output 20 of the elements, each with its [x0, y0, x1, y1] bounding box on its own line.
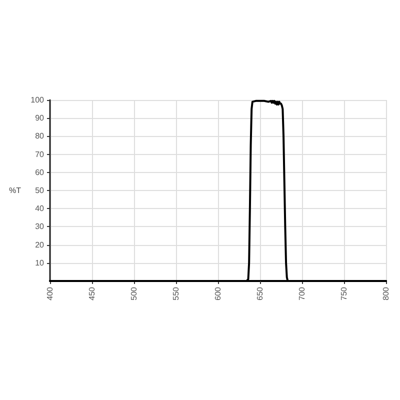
x-tick-label: 500 — [130, 286, 138, 300]
y-tick-label: 80 — [35, 132, 45, 141]
y-tick-label: 60 — [35, 168, 45, 177]
x-tick-label: 400 — [46, 286, 54, 300]
x-tick-label: 450 — [88, 286, 96, 300]
y-tick-label: 50 — [35, 186, 45, 195]
y-tick-label: 10 — [35, 258, 45, 268]
y-tick-label: 70 — [35, 150, 45, 159]
x-tick-label: 700 — [298, 286, 306, 300]
x-tick-label: 750 — [340, 286, 348, 300]
y-tick-label: 30 — [35, 222, 45, 232]
y-tick-label: 90 — [35, 114, 45, 123]
y-tick-label: 20 — [35, 240, 45, 250]
y-axis-title: %T — [9, 186, 22, 195]
x-tick-label: 600 — [214, 286, 222, 300]
x-tick-label: 800 — [382, 286, 390, 300]
y-tick-label: 40 — [35, 204, 45, 214]
y-tick-label: 100 — [30, 96, 45, 104]
x-tick-label: 550 — [172, 286, 180, 300]
x-tick-label: 650 — [256, 286, 264, 300]
